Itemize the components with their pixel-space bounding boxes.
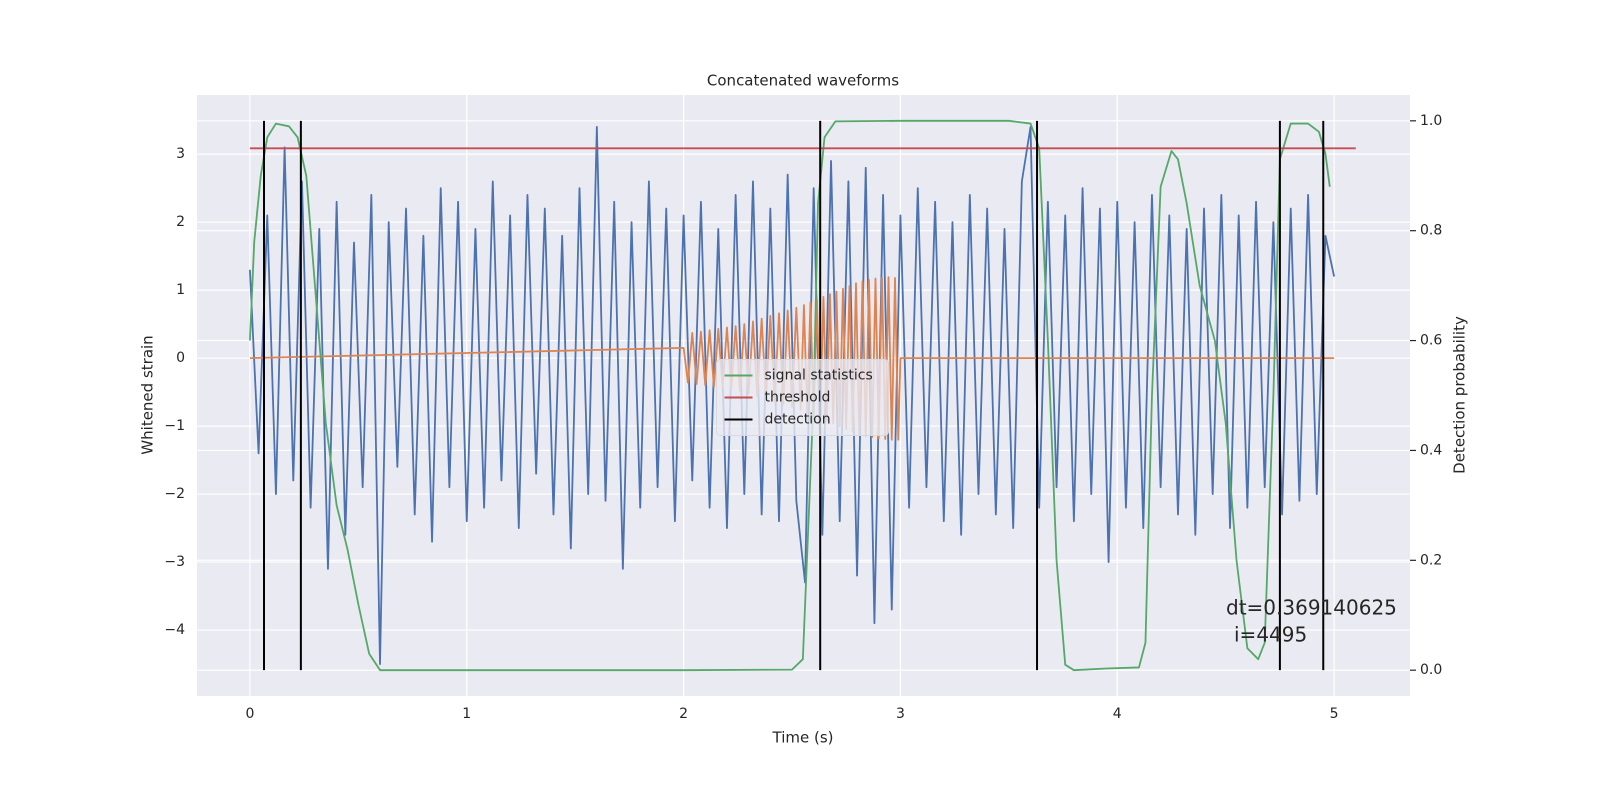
legend-label: threshold [765, 390, 831, 406]
x-tick-label: 5 [1330, 706, 1339, 722]
y-tick-label: −1 [164, 418, 185, 434]
y2-tick-label: 0.4 [1420, 442, 1442, 458]
legend [716, 359, 889, 436]
y2-tick-label: 1.0 [1420, 113, 1442, 129]
chart-title: Concatenated waveforms [707, 72, 899, 90]
y-tick-label: 0 [176, 350, 185, 366]
y-tick-label: 3 [176, 146, 185, 162]
annotation: dt=0.369140625 [1226, 596, 1397, 620]
y-tick-label: −4 [164, 622, 185, 638]
y-axis-label: Whitened strain [139, 335, 157, 454]
x-axis-label: Time (s) [772, 729, 834, 747]
y-tick-label: 2 [176, 214, 185, 230]
x-tick-label: 0 [245, 706, 254, 722]
x-tick-label: 2 [679, 706, 688, 722]
y2-tick-label: 0.0 [1420, 662, 1442, 678]
y2-axis-label: Detection probability [1451, 316, 1469, 474]
x-tick-label: 4 [1113, 706, 1122, 722]
y-tick-label: 1 [176, 282, 185, 298]
series-line [249, 126, 1335, 665]
legend-label: detection [765, 412, 831, 428]
y-tick-label: −2 [164, 486, 185, 502]
y2-tick-label: 0.6 [1420, 333, 1442, 349]
y-tick-label: −3 [164, 554, 185, 570]
legend-label: signal statistics [765, 368, 873, 384]
annotation: i=4495 [1234, 623, 1307, 647]
y2-tick-label: 0.2 [1420, 552, 1442, 568]
x-tick-label: 1 [462, 706, 471, 722]
x-tick-label: 3 [896, 706, 905, 722]
y2-tick-label: 0.8 [1420, 223, 1442, 239]
